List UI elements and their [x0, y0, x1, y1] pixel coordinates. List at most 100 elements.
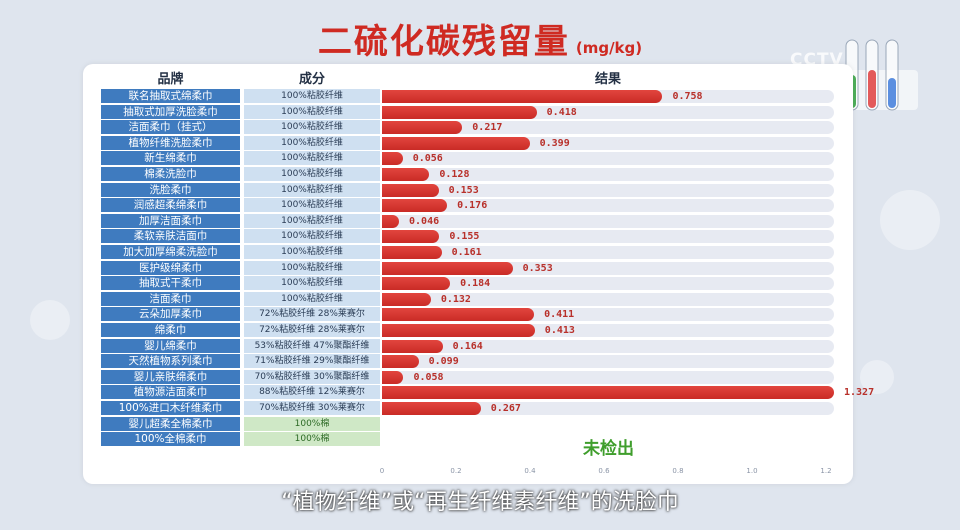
component-cell: 100%粘胶纤维: [244, 198, 380, 213]
bar: [382, 355, 419, 369]
bar-track: [382, 214, 834, 228]
table-row: 棉柔洗脸巾 100%粘胶纤维 0.128: [0, 167, 960, 182]
table-row: 柔软亲肤洁面巾 100%粘胶纤维 0.155: [0, 229, 960, 244]
x-tick-label: 0.8: [672, 467, 684, 475]
bar: [382, 136, 530, 150]
bar: [382, 308, 535, 322]
bar-value-label: 0.184: [460, 278, 491, 290]
chart-title: 二硫化碳残留量 (mg/kg): [0, 14, 960, 63]
component-cell: 100%粘胶纤维: [244, 167, 380, 181]
bar-value-label: 0.164: [452, 340, 483, 352]
table-row: 天然植物系列柔巾 71%粘胶纤维 29%聚酯纤维 0.099: [0, 354, 960, 369]
brand-cell: 棉柔洗脸巾: [101, 167, 240, 181]
brand-cell: 天然植物系列柔巾: [101, 354, 240, 369]
bar: [382, 246, 442, 259]
bar: [382, 214, 400, 228]
table-row: 植物源洁面柔巾 88%粘胶纤维 12%莱赛尔 1.327: [0, 385, 960, 400]
table-row: 洁面柔巾（挂式） 100%粘胶纤维 0.217: [0, 120, 960, 135]
table-row: 100%进口木纤维柔巾 70%粘胶纤维 30%莱赛尔 0.267: [0, 401, 960, 416]
bg-bubble: [860, 360, 894, 394]
table-row: 抽取式加厚洗脸柔巾 100%粘胶纤维 0.418: [0, 104, 960, 120]
bar: [382, 152, 403, 166]
bar: [382, 199, 448, 213]
component-cell: 100%粘胶纤维: [244, 104, 380, 119]
caption-subtitle: “植物纤维”或“再生纤维素纤维”的洗脸巾: [281, 490, 679, 515]
bar-track: [382, 152, 834, 166]
table-row: 洗脸柔巾 100%粘胶纤维 0.153: [0, 182, 960, 198]
table-row: 加厚洁面柔巾 100%粘胶纤维 0.046: [0, 213, 960, 229]
component-cell: 70%粘胶纤维 30%聚酯纤维: [244, 369, 380, 384]
bar-track: [382, 199, 834, 213]
bar: [382, 105, 537, 119]
bar-value-label: 0.155: [449, 231, 480, 243]
bar-value-label: 0.056: [412, 153, 443, 165]
brand-cell: 加大加厚绵柔洗脸巾: [101, 245, 240, 259]
component-cell: 100%粘胶纤维: [244, 229, 380, 244]
component-cell: 100%粘胶纤维: [244, 151, 380, 166]
brand-cell: 加厚洁面柔巾: [101, 213, 240, 228]
brand-cell: 柔软亲肤洁面巾: [101, 229, 240, 244]
component-cell: 100%粘胶纤维: [244, 182, 380, 197]
x-tick-label: 0.2: [450, 467, 462, 475]
x-tick-label: 1.0: [746, 467, 758, 475]
bar: [382, 277, 451, 291]
brand-cell: 婴儿绵柔巾: [101, 338, 240, 353]
brand-cell: 植物源洁面柔巾: [101, 385, 240, 400]
table-row: 联名抽取式绵柔巾 100%粘胶纤维 0.758: [0, 89, 960, 104]
component-cell: 72%粘胶纤维 28%莱赛尔: [244, 307, 380, 322]
bar: [382, 370, 404, 384]
bar-track: [382, 339, 834, 353]
brand-cell: 洁面柔巾: [101, 291, 240, 306]
bar-value-label: 0.399: [539, 137, 570, 149]
bar: [382, 261, 513, 275]
bar-track: [382, 370, 834, 384]
component-cell: 100%棉: [244, 416, 380, 431]
component-cell: 100%棉: [244, 432, 380, 447]
table-row: 抽取式干柔巾 100%粘胶纤维 0.184: [0, 276, 960, 291]
component-cell: 100%粘胶纤维: [244, 120, 380, 135]
bar: [382, 292, 431, 306]
bar: [382, 402, 481, 415]
bar-track: [382, 402, 834, 415]
bar: [382, 121, 463, 135]
bar-value-label: 0.353: [522, 262, 553, 274]
table-row: 云朵加厚柔巾 72%粘胶纤维 28%莱赛尔 0.411: [0, 307, 960, 322]
header-brand: 品牌: [157, 72, 184, 87]
bar: [382, 324, 535, 337]
bar-track: [382, 246, 834, 259]
brand-cell: 润感超柔绵柔巾: [101, 198, 240, 213]
bar-value-label: 0.413: [544, 325, 575, 336]
bar: [382, 386, 834, 400]
x-tick-label: 0.4: [524, 467, 536, 475]
table-row: 绵柔巾 72%粘胶纤维 28%莱赛尔 0.413: [0, 323, 960, 338]
bar-value-label: 0.153: [448, 184, 479, 196]
brand-cell: 100%全棉柔巾: [101, 432, 240, 447]
component-cell: 53%粘胶纤维 47%聚酯纤维: [244, 338, 380, 353]
bar-track: [382, 183, 834, 197]
brand-cell: 婴儿超柔全棉柔巾: [101, 416, 240, 431]
brand-cell: 新生绵柔巾: [101, 151, 240, 166]
bar-value-label: 0.058: [413, 371, 444, 383]
table-row: 加大加厚绵柔洗脸巾 100%粘胶纤维 0.161: [0, 245, 960, 260]
not-detected-label: 未检出: [583, 439, 634, 459]
table-row: 婴儿绵柔巾 53%粘胶纤维 47%聚酯纤维 0.164: [0, 338, 960, 354]
bar-value-label: 0.132: [440, 293, 471, 305]
bar-value-label: 0.411: [544, 309, 575, 321]
chart-title-main: 二硫化碳残留量: [317, 22, 570, 62]
bar: [382, 183, 439, 197]
component-cell: 71%粘胶纤维 29%聚酯纤维: [244, 354, 380, 369]
brand-cell: 100%进口木纤维柔巾: [101, 401, 240, 415]
bar-value-label: 0.267: [490, 403, 521, 414]
brand-cell: 医护级绵柔巾: [101, 260, 240, 275]
component-cell: 100%粘胶纤维: [244, 245, 380, 259]
component-cell: 88%粘胶纤维 12%莱赛尔: [244, 385, 380, 400]
component-cell: 100%粘胶纤维: [244, 291, 380, 306]
bar: [382, 90, 663, 103]
bar-track: [382, 355, 834, 369]
table-row: 婴儿亲肤绵柔巾 70%粘胶纤维 30%聚酯纤维 0.058: [0, 369, 960, 385]
component-cell: 72%粘胶纤维 28%莱赛尔: [244, 323, 380, 337]
bar-track: [382, 277, 834, 291]
header-component: 成分: [298, 72, 325, 87]
table-row: 婴儿超柔全棉柔巾 100%棉: [0, 416, 960, 432]
bg-bubble: [880, 190, 940, 250]
